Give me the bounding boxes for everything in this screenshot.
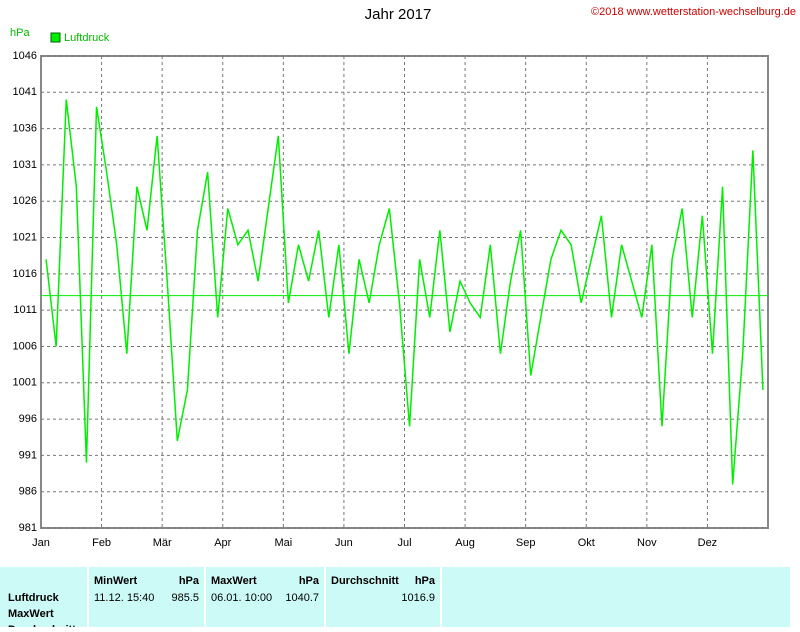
x-tick-label: Jun	[335, 537, 353, 549]
y-tick-label: 1011	[13, 304, 37, 316]
x-tick-label: Mär	[153, 537, 172, 549]
x-tick-label: Mai	[274, 537, 292, 549]
y-tick-label: 1016	[13, 268, 37, 280]
cell-value: 1040.7	[285, 592, 319, 604]
x-tick-label: Nov	[637, 537, 657, 549]
row-label: Luftdruck	[8, 592, 60, 604]
cell-value: 985.5	[171, 592, 199, 604]
x-tick-label: Jul	[397, 537, 411, 549]
x-tick-label: Apr	[214, 537, 231, 549]
y-tick-label: 1041	[13, 86, 37, 98]
x-tick-label: Feb	[92, 537, 111, 549]
legend-swatch	[50, 32, 61, 43]
source: ©2018 www.wetterstation-wechselburg.de	[591, 6, 796, 18]
y-tick-label: 1031	[13, 159, 37, 171]
legend-label: Luftdruck	[64, 32, 110, 44]
y-tick-label: 1021	[13, 231, 37, 243]
x-tick-label: Aug	[455, 537, 475, 549]
y-tick-label: 996	[19, 413, 37, 425]
y-tick-label: 1026	[13, 195, 37, 207]
y-tick-label: 981	[19, 522, 37, 534]
y-tick-label: 1006	[13, 340, 37, 352]
x-tick-label: Jan	[32, 537, 50, 549]
y-tick-label: 1046	[13, 50, 37, 62]
y-tick-label: 986	[19, 486, 37, 498]
cell-time: 06.01. 10:00	[211, 592, 272, 604]
y-tick-label: 1001	[13, 377, 37, 389]
y-tick-label: 991	[19, 449, 37, 461]
x-tick-label: Dez	[698, 537, 718, 549]
col-unit: hPa	[179, 575, 200, 587]
y-tick-label: 1036	[13, 123, 37, 135]
x-tick-label: Sep	[516, 537, 536, 549]
data-line	[45, 99, 764, 485]
x-tick-label: Okt	[578, 537, 595, 549]
col-header: MaxWert	[211, 575, 257, 587]
row-label: MaxWert	[8, 608, 54, 620]
table-panel	[0, 567, 790, 627]
cell-value: 1016.9	[401, 592, 435, 604]
y-label: hPa	[10, 27, 30, 39]
cell-time: 11.12. 15:40	[94, 592, 154, 604]
col-header: Durchschnitt	[331, 575, 399, 587]
chart-title: Jahr 2017	[365, 6, 432, 23]
col-unit: hPa	[415, 575, 436, 587]
col-header: MinWert	[94, 575, 138, 587]
col-unit: hPa	[299, 575, 320, 587]
